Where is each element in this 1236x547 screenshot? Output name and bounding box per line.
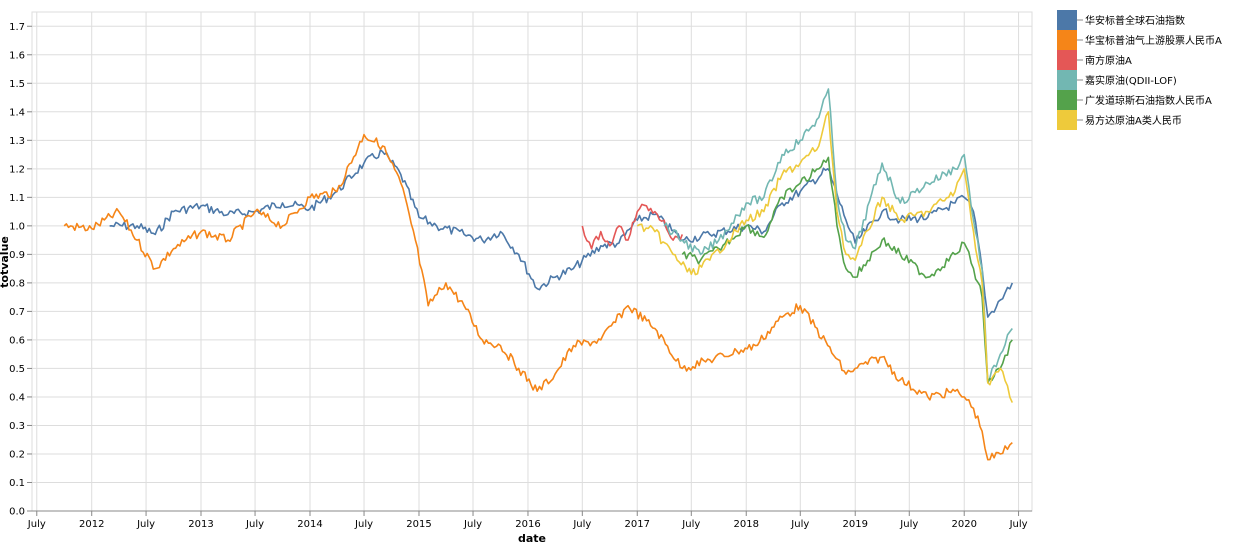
legend-swatch-2 [1057,50,1077,70]
y-tick-label: 0.7 [9,307,25,318]
x-tick-label: 2018 [734,519,759,530]
x-tick-label: 2017 [625,519,650,530]
legend-label-0: 华安标普全球石油指数 [1085,14,1185,27]
y-tick-label: 1.5 [9,79,25,90]
x-tick-label: July [136,519,155,530]
y-tick-label: 1.6 [9,50,25,61]
y-tick-label: 1.3 [9,136,25,147]
series-line-0 [109,149,1014,318]
x-tick-label: 2016 [515,519,540,530]
x-tick-label: July [899,519,918,530]
y-tick-label: 0.1 [9,478,25,489]
x-axis-title: date [518,532,546,545]
x-tick-label: July [1009,519,1028,530]
legend-swatch-3 [1057,70,1077,90]
y-tick-label: 0.8 [9,278,25,289]
y-tick-label: 0.2 [9,449,25,460]
y-tick-label: 1.1 [9,193,25,204]
x-tick-label: July [354,519,373,530]
x-tick-label: 2019 [843,519,868,530]
y-tick-label: 1.2 [9,164,25,175]
x-axis: July 2012 July 2013 July 2014 July 2015 July 2016… [27,510,1032,530]
y-axis-title: totvalue [0,236,11,288]
legend-label-5: 易方达原油A类人民币 [1085,114,1182,127]
x-tick-label: July [463,519,482,530]
x-tick-label: 2014 [297,519,322,530]
legend-label-1: 华宝标普油气上游股票人民币A [1085,34,1222,47]
legend-swatch-1 [1057,30,1077,50]
legend-swatch-0 [1057,10,1077,30]
x-tick-label: July [572,519,591,530]
legend-swatch-5 [1057,110,1077,130]
x-gridlines [36,12,1020,511]
x-tick-label: July [790,519,809,530]
series-line-4 [681,156,1013,384]
legend-label-3: 嘉实原油(QDII-LOF) [1085,74,1177,87]
y-tick-label: 0.0 [9,507,25,518]
y-tick-label: 1.7 [9,22,25,33]
plot-frame [31,11,1033,512]
x-tick-label: 2012 [79,519,104,530]
series-line-5 [636,111,1014,403]
y-axis: 0.0 0.1 0.2 0.3 0.4 0.5 0.6 0.7 0.8 0.9 1.0 1.1 1.2 1… [9,22,32,518]
legend-swatch-4 [1057,90,1077,110]
y-gridlines [32,25,1032,512]
y-tick-label: 1.0 [9,221,25,232]
series-line-3 [663,88,1013,384]
x-tick-label: July [681,519,700,530]
y-tick-label: 1.4 [9,107,25,118]
series-line-1 [63,133,1013,461]
legend-label-4: 广发道琼斯石油指数人民币A [1085,94,1212,107]
x-tick-label: 2013 [188,519,213,530]
y-tick-label: 0.4 [9,392,25,403]
y-tick-label: 0.6 [9,335,25,346]
x-tick-label: 2020 [951,519,976,530]
series-line-2 [581,203,684,250]
legend-label-2: 南方原油A [1085,54,1132,67]
y-tick-label: 0.3 [9,421,25,432]
x-tick-label: July [245,519,264,530]
y-tick-label: 0.5 [9,364,25,375]
x-tick-label: July [27,519,46,530]
series-layer [63,88,1014,461]
y-tick-label: 0.9 [9,250,25,261]
x-tick-label: 2015 [406,519,431,530]
